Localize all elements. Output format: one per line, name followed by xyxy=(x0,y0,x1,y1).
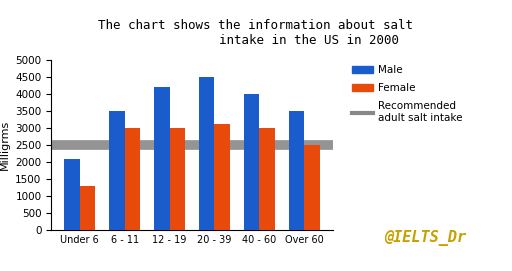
Legend: Male, Female, Recommended
adult salt intake: Male, Female, Recommended adult salt int… xyxy=(352,65,463,123)
Bar xyxy=(304,145,320,230)
Bar xyxy=(169,128,185,230)
Bar xyxy=(199,77,215,230)
Bar xyxy=(124,128,140,230)
Bar xyxy=(109,111,124,230)
Bar xyxy=(215,124,230,230)
Text: @IELTS_Dr: @IELTS_Dr xyxy=(384,230,466,247)
Bar xyxy=(64,159,80,230)
Bar xyxy=(244,94,260,230)
Bar xyxy=(80,186,95,230)
Bar xyxy=(289,111,304,230)
Y-axis label: Milligrms: Milligrms xyxy=(0,120,10,170)
Bar xyxy=(154,87,169,230)
Bar xyxy=(260,128,275,230)
Text: The chart shows the information about salt
              intake in the US in 200: The chart shows the information about sa… xyxy=(98,19,414,47)
